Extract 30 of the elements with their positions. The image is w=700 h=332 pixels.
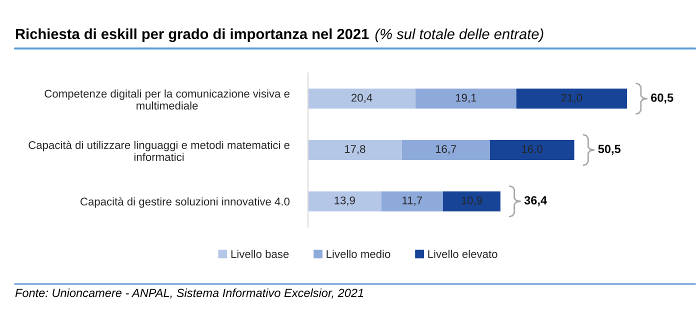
legend-label: Livello elevato [428, 250, 498, 258]
total-label: 60,5 [651, 93, 674, 104]
bar [308, 88, 416, 109]
data-label: 16,0 [522, 145, 542, 154]
data-label: 13,9 [334, 196, 355, 206]
source-note: Fonte: Unioncamere - ANPAL, Sistema Informativo Excelsior, 2021 [15, 288, 364, 299]
bar [516, 88, 627, 109]
bar [402, 140, 490, 160]
total-label: 36,4 [524, 196, 547, 206]
bar [381, 191, 443, 212]
data-label: 17,8 [344, 145, 366, 154]
y-tick-label: Capacità di gestire soluzioni innovative 4.0 [80, 197, 290, 208]
data-label: 21,0 [561, 94, 582, 103]
bar [308, 191, 382, 212]
bar [308, 140, 402, 160]
bar [442, 191, 500, 212]
data-label: 10,9 [462, 196, 482, 206]
chart-subtitle: (% sul totale delle entrate) [375, 28, 544, 42]
bar [490, 140, 574, 160]
data-label: 11,7 [402, 196, 422, 206]
legend-label: Livello base [231, 250, 289, 258]
y-tick-label: Competenze digitali per la comunicazione visiva e multimediale [44, 89, 290, 110]
data-label: 16,7 [436, 145, 456, 154]
legend-label: Livello medio [326, 250, 390, 258]
chart-title: Richiesta di eskill per grado di importanza nel 2021 [16, 28, 369, 42]
y-tick-label: Capacità di utilizzare linguaggi e metodi matematici e informatici [28, 140, 290, 161]
total-label: 50,5 [598, 144, 621, 155]
data-label: 19,1 [456, 94, 476, 103]
data-label: 20,4 [352, 94, 372, 103]
bar [416, 88, 516, 109]
